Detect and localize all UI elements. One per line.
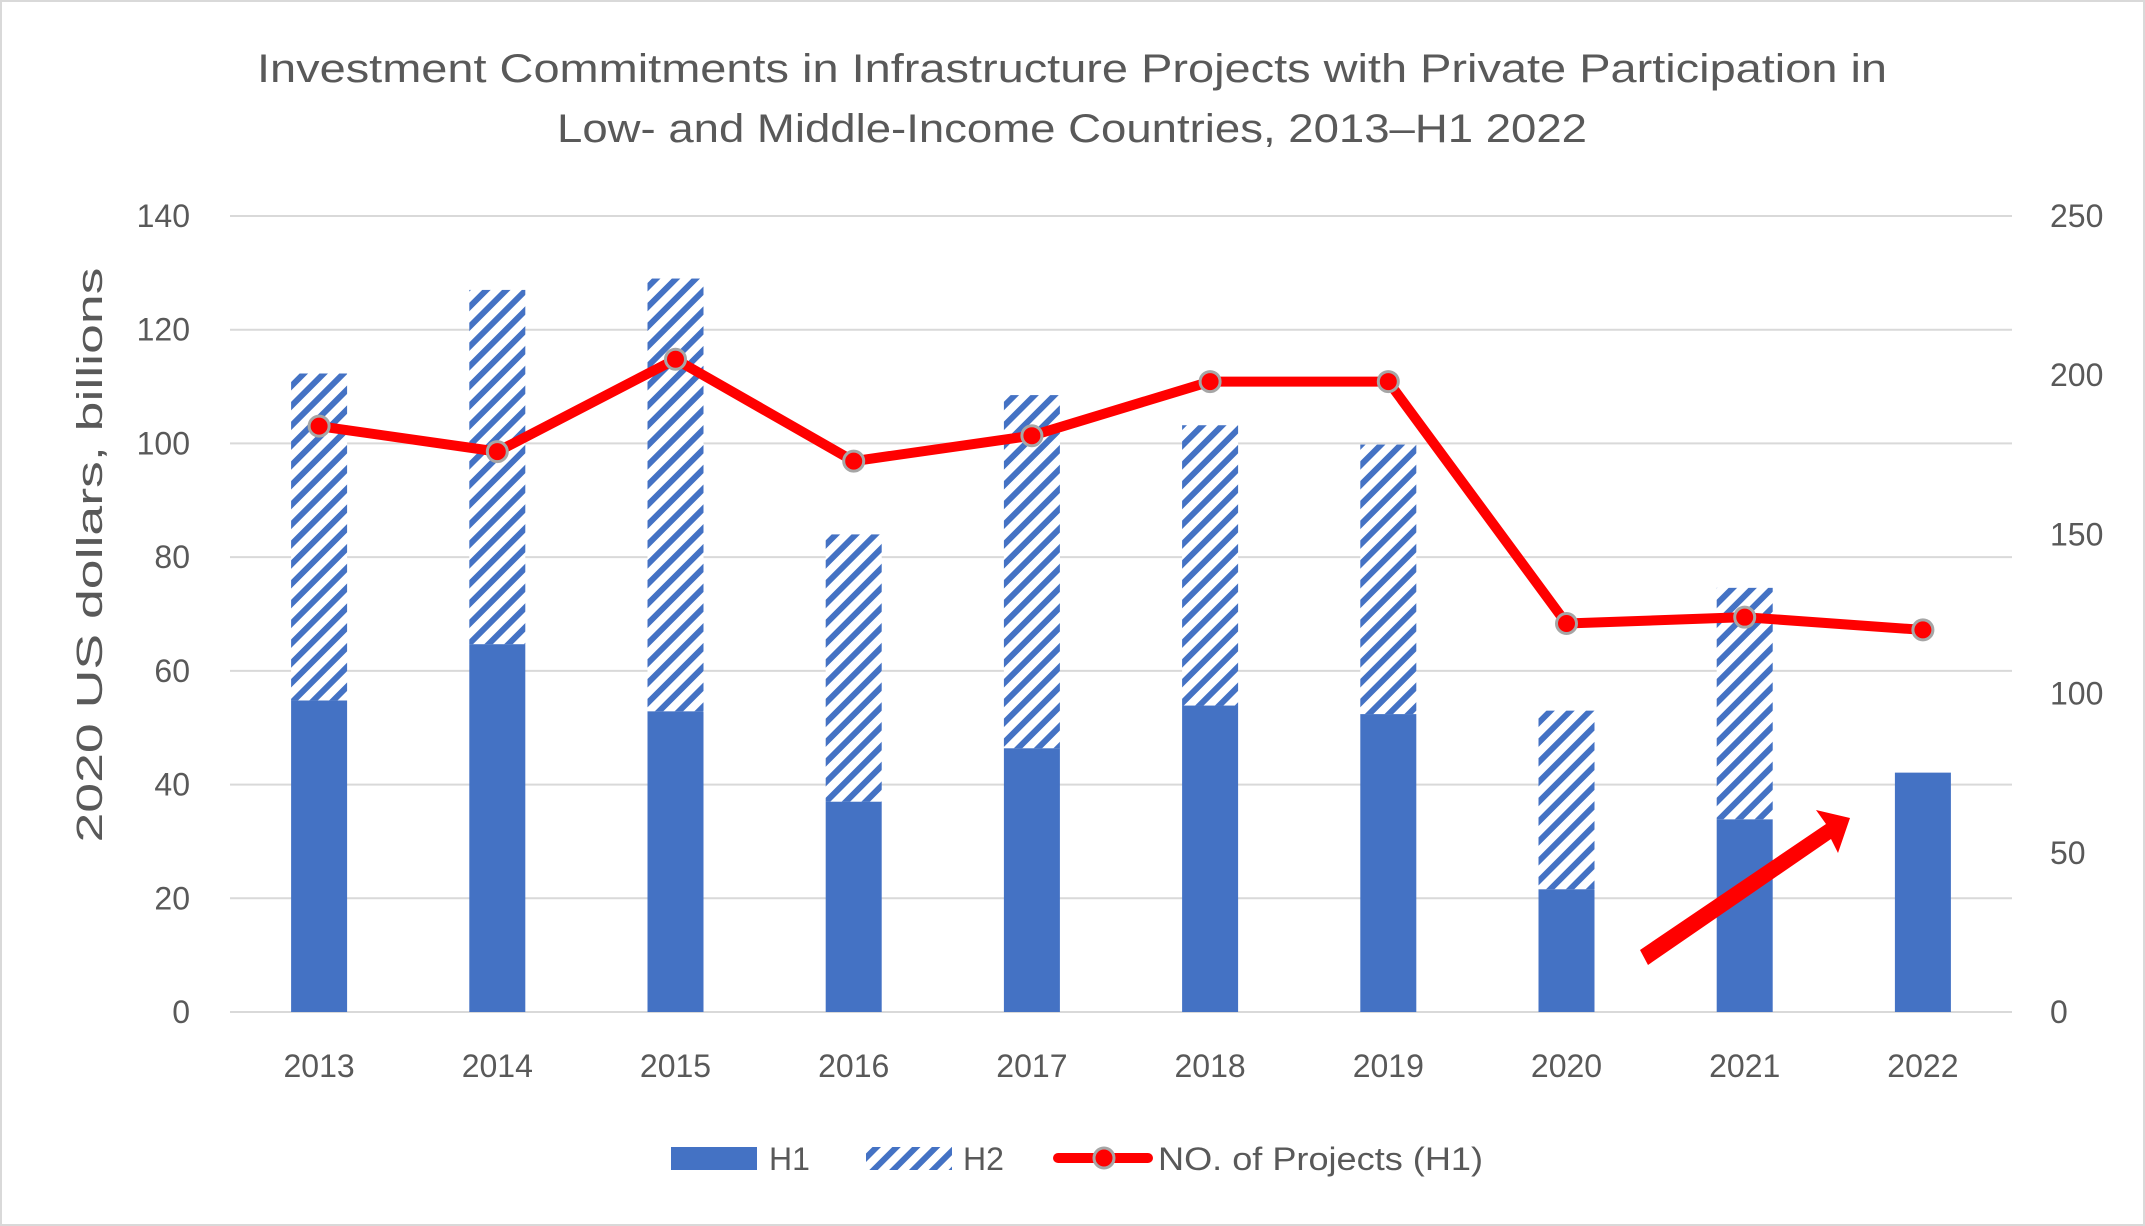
bar-h1	[825, 801, 882, 1012]
projects-marker	[1555, 612, 1578, 636]
projects-line	[307, 347, 1935, 642]
legend-label-projects: NO. of Projects (H1)	[1158, 1141, 1483, 1177]
bar-h2	[1003, 395, 1060, 749]
bar-h1	[1894, 772, 1951, 1012]
x-tick-label: 2022	[1887, 1048, 1958, 1084]
bar-h2	[647, 278, 704, 712]
bar-h2	[825, 534, 882, 802]
x-tick-label: 2021	[1709, 1048, 1780, 1084]
projects-marker	[485, 440, 509, 464]
bar-h1	[1360, 714, 1417, 1012]
projects-marker	[842, 449, 866, 473]
red-arrow	[1640, 810, 1850, 965]
trend-arrow	[1640, 810, 1850, 965]
projects-marker	[1020, 424, 1044, 448]
y2-tick-label: 200	[2050, 357, 2103, 393]
bar-h2	[1538, 710, 1595, 890]
legend-label-h2: H2	[963, 1141, 1004, 1177]
projects-marker	[1911, 618, 1935, 642]
bar-h2	[469, 289, 526, 645]
legend-swatch-h1	[671, 1147, 757, 1170]
y-tick-label: 140	[137, 198, 190, 234]
y2-tick-label: 0	[2050, 994, 2068, 1030]
bars	[291, 278, 1951, 1012]
gridlines	[230, 215, 2012, 1013]
axis-ticks: 0 20 40 60 80 100 120 140 0 50 100 150 200 250 2013 201…	[137, 198, 2104, 1084]
bar-h1	[469, 644, 526, 1012]
bar-h1	[1003, 748, 1060, 1012]
y-tick-label: 120	[137, 312, 190, 348]
y-tick-label: 0	[172, 994, 190, 1030]
y2-tick-label: 100	[2050, 676, 2103, 712]
y2-tick-label: 150	[2050, 516, 2103, 552]
bar-h1	[1716, 819, 1773, 1012]
y-tick-label: 60	[154, 653, 190, 689]
x-tick-label: 2016	[818, 1048, 889, 1084]
legend-swatch-marker	[1092, 1146, 1116, 1170]
x-tick-label: 2019	[1353, 1048, 1424, 1084]
projects-marker	[307, 414, 331, 438]
bar-h2	[1182, 425, 1239, 706]
bar-h1	[647, 711, 704, 1012]
y-tick-label: 100	[137, 425, 190, 461]
bar-h1	[1538, 889, 1595, 1012]
x-tick-label: 2013	[284, 1048, 355, 1084]
legend-swatch-h2	[866, 1147, 952, 1170]
projects-marker	[664, 347, 687, 371]
x-tick-label: 2020	[1531, 1048, 1602, 1084]
y2-tick-label: 250	[2050, 198, 2103, 234]
projects-line-path	[318, 354, 1924, 635]
y-tick-label: 80	[154, 539, 190, 575]
x-tick-label: 2014	[462, 1048, 533, 1084]
y-axis-label: 2020 US dollars, billions	[69, 268, 110, 843]
bar-h1	[1182, 705, 1239, 1012]
y-tick-label: 40	[154, 767, 190, 803]
legend: H1 H2 NO. of Projects (H1)	[671, 1141, 1483, 1177]
projects-marker	[1198, 370, 1222, 394]
legend-label-h1: H1	[769, 1141, 810, 1177]
projects-marker	[1733, 605, 1757, 629]
x-tick-label: 2017	[996, 1048, 1067, 1084]
y2-tick-label: 50	[2050, 835, 2086, 871]
projects-marker	[1376, 370, 1400, 394]
x-tick-label: 2018	[1175, 1048, 1246, 1084]
chart-title-line-2: Low- and Middle-Income Countries, 2013–H…	[557, 107, 1587, 151]
bar-h2	[1360, 444, 1417, 715]
bar-h1	[291, 700, 348, 1012]
y-tick-label: 20	[154, 880, 190, 916]
x-tick-label: 2015	[640, 1048, 711, 1084]
chart-title-line-1: Investment Commitments in Infrastructure…	[257, 47, 1887, 91]
